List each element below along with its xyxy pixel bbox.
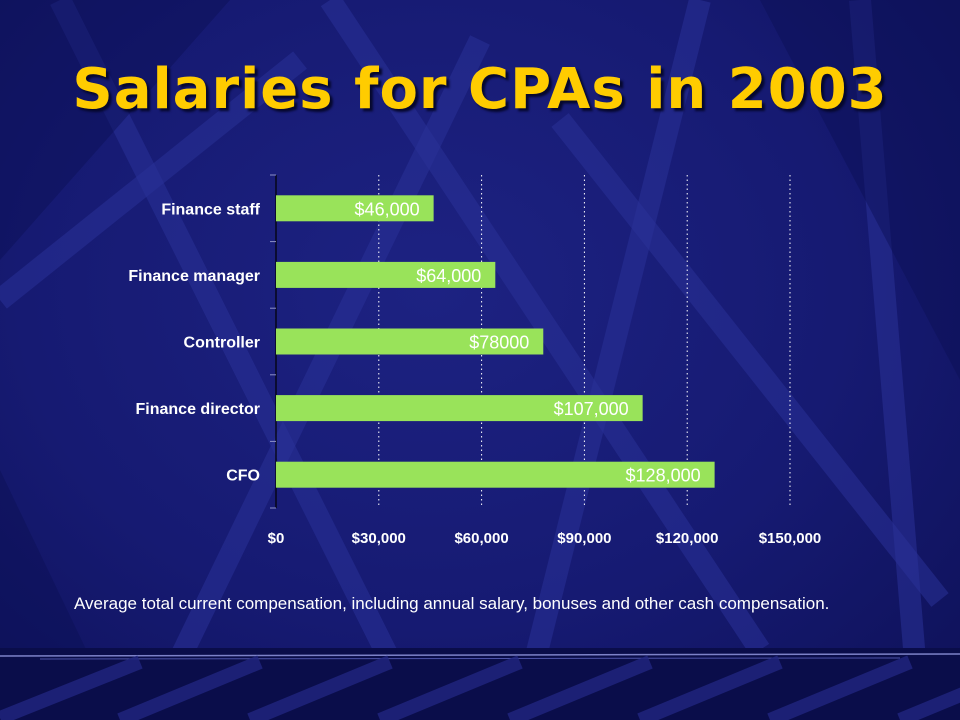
bar-value-label: $78000 [469,333,529,353]
bar-value-label: $46,000 [355,199,420,219]
x-tick-label: $150,000 [759,530,822,547]
x-tick-label: $30,000 [352,530,406,547]
bar [276,395,643,422]
x-tick-label: $120,000 [656,530,719,547]
category-label: Finance staff [161,201,260,218]
bar-value-label: $64,000 [416,266,481,286]
category-label: CFO [226,468,260,485]
x-tick-label: $60,000 [454,530,508,547]
category-label: Finance manager [128,268,260,285]
slide-title: Salaries for CPAs in 2003 [72,57,888,122]
bottom-stripes [0,648,960,720]
bar-value-label: $128,000 [626,466,701,486]
bar [276,328,544,355]
x-tick-label: $0 [268,530,285,547]
category-label: Controller [184,335,260,352]
bar-value-label: $107,000 [554,399,629,419]
bar [276,195,434,222]
category-label: Finance director [136,401,260,418]
x-tick-label: $90,000 [557,530,611,547]
chart-caption: Average total current compensation, incl… [74,594,830,613]
bar [276,261,496,288]
bar [276,461,715,488]
